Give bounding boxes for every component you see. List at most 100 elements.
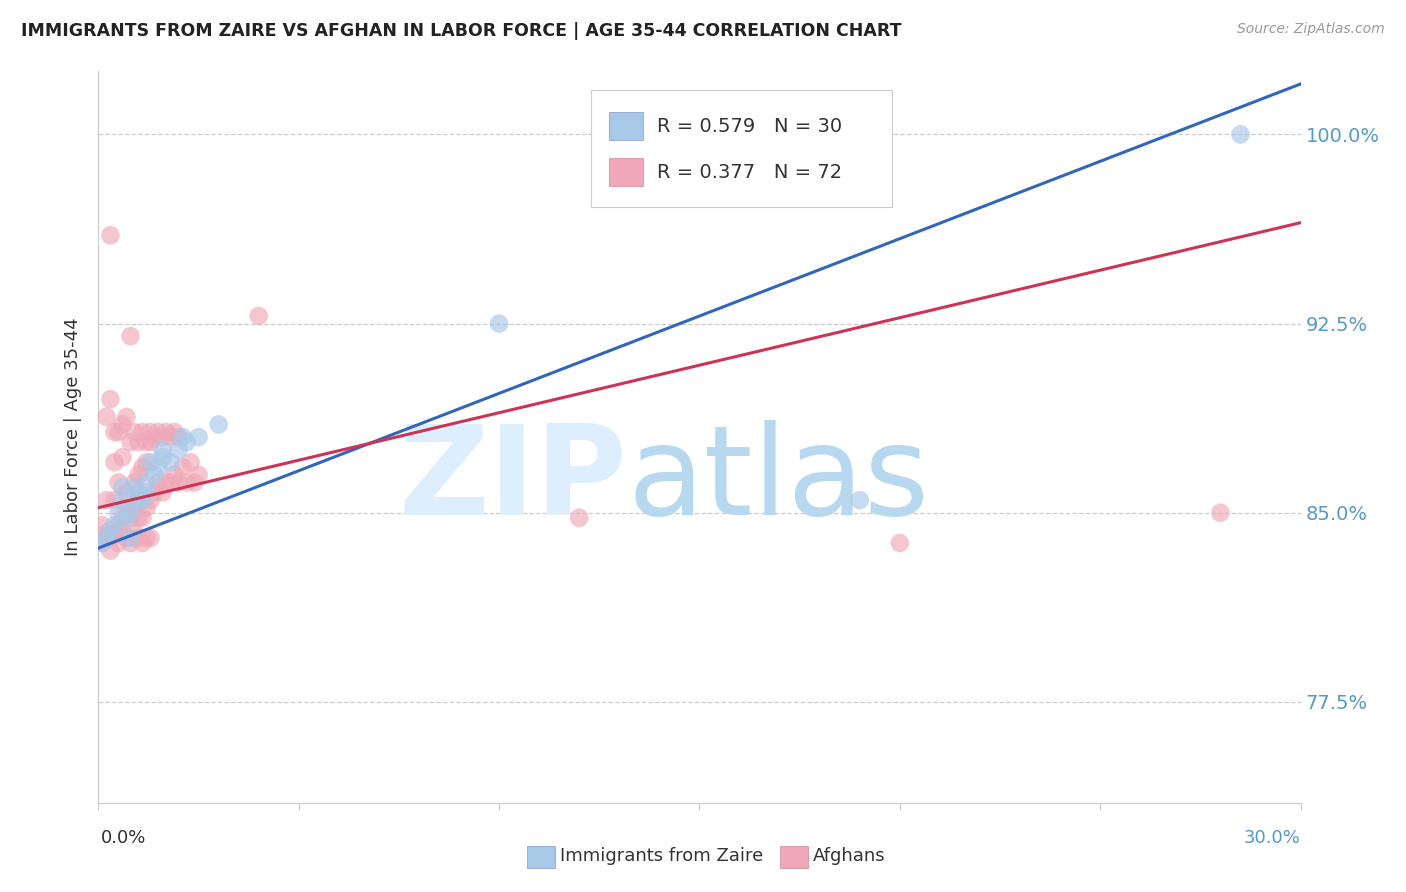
Point [100, 392, 122, 407]
Point [247, 309, 270, 323]
Point [1209, 506, 1232, 520]
Text: R = 0.377   N = 72: R = 0.377 N = 72 [658, 163, 842, 182]
Point [128, 467, 150, 482]
Point [139, 425, 162, 439]
Point [167, 430, 190, 444]
Text: Immigrants from Zaire: Immigrants from Zaire [560, 847, 763, 865]
Point [103, 525, 125, 540]
Point [889, 536, 911, 550]
Point [135, 435, 157, 450]
Point [96, 531, 118, 545]
Point [183, 475, 205, 490]
Point [159, 475, 181, 490]
Text: R = 0.579   N = 30: R = 0.579 N = 30 [658, 117, 842, 136]
Point [139, 455, 162, 469]
Point [155, 475, 177, 490]
Point [143, 485, 166, 500]
Text: atlas: atlas [627, 420, 929, 541]
Point [152, 430, 174, 444]
Point [120, 435, 142, 450]
Point [111, 493, 134, 508]
Point [143, 467, 166, 482]
Point [103, 518, 125, 533]
Point [115, 500, 138, 515]
Point [100, 228, 122, 243]
Point [163, 467, 186, 482]
Point [100, 524, 122, 538]
Point [115, 485, 138, 500]
Point [1229, 128, 1251, 142]
Point [135, 485, 157, 500]
FancyBboxPatch shape [592, 90, 891, 207]
Point [107, 518, 129, 533]
Text: 30.0%: 30.0% [1244, 829, 1301, 847]
Point [176, 475, 198, 490]
Point [107, 475, 129, 490]
Point [100, 543, 122, 558]
Point [124, 481, 146, 495]
Point [131, 536, 153, 550]
Point [131, 460, 153, 475]
Point [128, 435, 150, 450]
Text: Afghans: Afghans [813, 847, 886, 865]
Point [131, 493, 153, 508]
Point [159, 430, 181, 444]
Point [148, 475, 170, 490]
Point [172, 430, 194, 444]
Point [107, 506, 129, 520]
Point [148, 425, 170, 439]
Point [187, 430, 209, 444]
Point [135, 475, 157, 490]
Point [120, 536, 142, 550]
Point [124, 500, 146, 515]
Point [128, 531, 150, 545]
Point [159, 455, 181, 469]
Point [143, 430, 166, 444]
Point [115, 531, 138, 545]
Point [96, 493, 118, 508]
Point [111, 525, 134, 540]
Point [120, 329, 142, 343]
Point [135, 531, 157, 545]
Bar [609, 159, 643, 186]
Y-axis label: In Labor Force | Age 35-44: In Labor Force | Age 35-44 [65, 318, 83, 557]
Point [111, 450, 134, 465]
Point [139, 531, 162, 545]
Point [96, 409, 118, 424]
Point [128, 485, 150, 500]
Point [91, 536, 114, 550]
Point [131, 510, 153, 524]
Point [124, 425, 146, 439]
Point [152, 485, 174, 500]
Point [115, 409, 138, 424]
Point [91, 536, 114, 550]
Text: IMMIGRANTS FROM ZAIRE VS AFGHAN IN LABOR FORCE | AGE 35-44 CORRELATION CHART: IMMIGRANTS FROM ZAIRE VS AFGHAN IN LABOR… [21, 22, 901, 40]
Point [124, 475, 146, 490]
Point [187, 467, 209, 482]
Point [155, 425, 177, 439]
Text: ZIP: ZIP [399, 420, 627, 541]
Point [176, 435, 198, 450]
Point [152, 442, 174, 457]
Point [120, 531, 142, 545]
Point [124, 525, 146, 540]
Point [103, 425, 125, 439]
Point [96, 525, 118, 540]
Text: 0.0%: 0.0% [101, 829, 146, 847]
Point [163, 425, 186, 439]
Point [120, 506, 142, 520]
Point [152, 450, 174, 465]
Point [128, 510, 150, 524]
Bar [609, 112, 643, 140]
Point [111, 481, 134, 495]
Point [568, 510, 591, 524]
Point [120, 510, 142, 524]
Point [167, 442, 190, 457]
Point [488, 317, 510, 331]
Point [135, 455, 157, 469]
Point [111, 417, 134, 432]
Point [208, 417, 231, 432]
Text: Source: ZipAtlas.com: Source: ZipAtlas.com [1237, 22, 1385, 37]
Point [172, 460, 194, 475]
Point [139, 493, 162, 508]
